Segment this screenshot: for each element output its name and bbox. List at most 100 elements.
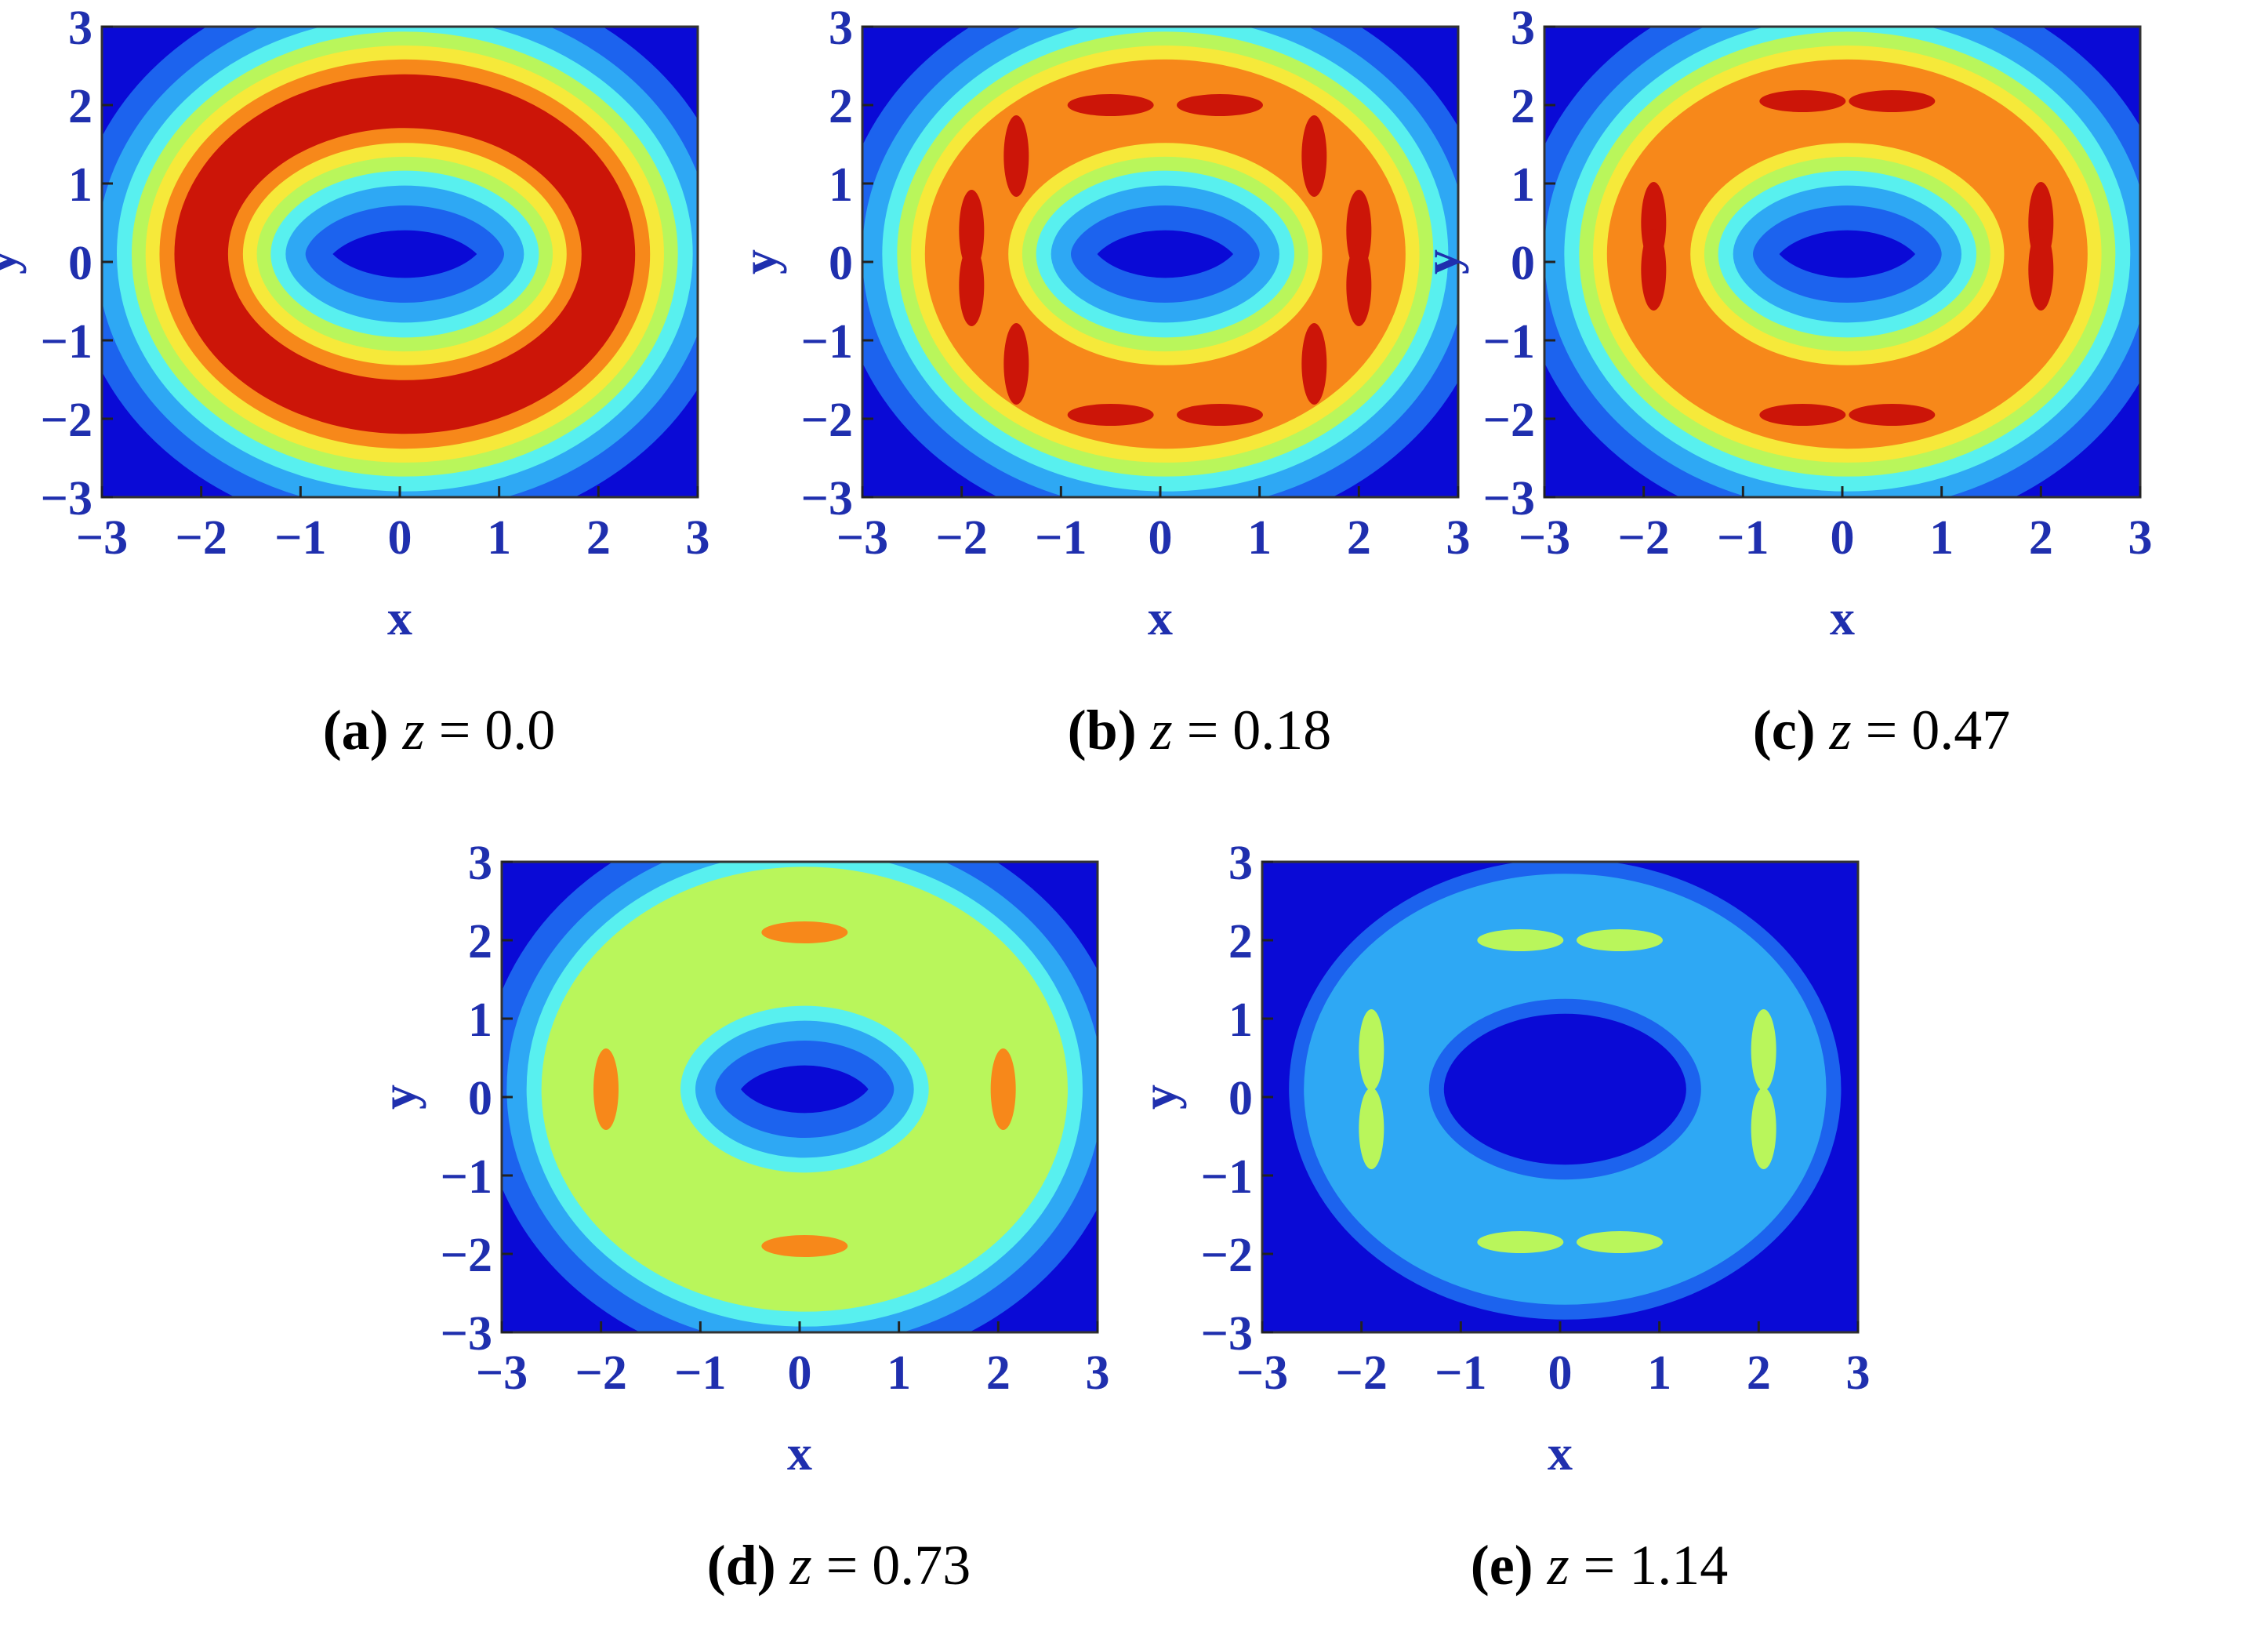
y-tick-label: 1 [1511, 158, 1535, 212]
caption-variable: z [1150, 699, 1173, 761]
x-tick-label: 2 [2029, 511, 2053, 565]
x-tick-label: −2 [175, 511, 227, 565]
hotspot [1477, 1231, 1564, 1253]
caption-variable: z [402, 699, 425, 761]
y-tick-label: −3 [1483, 472, 1535, 525]
heatmap-b: −3 −2 −1 0 1 2 3 3 2 1 0 −1 −2 −3 x y [731, 2, 1471, 645]
axis-ticks: −3 −2 −1 0 1 2 3 3 2 1 0 −1 −2 −3 [441, 837, 1110, 1400]
y-tick-label: −1 [1483, 315, 1535, 369]
y-tick-label: −2 [441, 1229, 492, 1282]
hotspot [1577, 929, 1663, 951]
x-tick-label: −1 [674, 1346, 726, 1400]
x-tick-label: −2 [575, 1346, 626, 1400]
caption-label: (a) [322, 699, 389, 761]
hotspot [1849, 404, 1936, 426]
caption-label: (b) [1067, 699, 1137, 761]
x-tick-label: 1 [487, 511, 511, 565]
x-tick-label: 1 [1929, 511, 1954, 565]
heatmap-a: −3 −2 −1 0 1 2 3 3 2 1 0 −1 −2 −3 x y [0, 2, 710, 645]
y-tick-label: 3 [468, 837, 492, 890]
hotspot [2028, 229, 2054, 311]
x-tick-label: 2 [586, 511, 611, 565]
x-tick-label: 1 [887, 1346, 911, 1400]
y-tick-label: 0 [1511, 237, 1535, 290]
y-tick-label: −3 [1201, 1307, 1253, 1361]
x-tick-label: 0 [788, 1346, 812, 1400]
hotspot [1177, 404, 1263, 426]
y-axis-label: y [731, 249, 787, 274]
caption-c: (c) z = 0.47 [1490, 698, 2268, 763]
y-tick-label: −1 [41, 315, 93, 369]
x-tick-label: −3 [1519, 511, 1570, 565]
x-tick-label: 2 [1347, 511, 1371, 565]
hotspot [1849, 90, 1936, 112]
caption-value: = 0.73 [826, 1534, 971, 1597]
x-tick-label: 3 [1446, 511, 1471, 565]
x-tick-label: −1 [1435, 1346, 1486, 1400]
caption-label: (d) [706, 1534, 776, 1597]
hotspot [1301, 323, 1327, 405]
caption-b: (b) z = 0.18 [807, 698, 1591, 763]
axis-ticks: −3 −2 −1 0 1 2 3 3 2 1 0 −1 −2 −3 [801, 2, 1471, 565]
hotspot [1177, 94, 1263, 116]
hotspot [1751, 1009, 1776, 1091]
subplot-b: −3 −2 −1 0 1 2 3 3 2 1 0 −1 −2 −3 x y (b) z = 0.18 [731, 2, 1591, 800]
y-axis-label: y [1413, 249, 1469, 274]
caption-value: = 0.0 [438, 699, 556, 761]
x-tick-label: −2 [1335, 1346, 1387, 1400]
y-tick-label: 1 [1228, 994, 1253, 1047]
heatmap-e: −3 −2 −1 0 1 2 3 3 2 1 0 −1 −2 −3 x y [1131, 837, 1871, 1481]
caption-label: (c) [1752, 699, 1816, 761]
hotspot [1359, 1088, 1384, 1169]
plot-area [102, 27, 698, 497]
hotspot [1751, 1088, 1776, 1169]
hotspot [1641, 229, 1667, 311]
x-tick-label: −3 [76, 511, 128, 565]
subplot-a: −3 −2 −1 0 1 2 3 3 2 1 0 −1 −2 −3 x y (a) z = 0.0 [0, 2, 831, 800]
y-tick-label: −3 [41, 472, 93, 525]
hotspot [1301, 115, 1327, 197]
axis-ticks: −3 −2 −1 0 1 2 3 3 2 1 0 −1 −2 −3 [41, 2, 710, 565]
y-tick-label: 0 [1228, 1072, 1253, 1125]
x-axis-label: x [387, 590, 412, 645]
x-tick-label: −1 [274, 511, 326, 565]
y-tick-label: −1 [441, 1150, 492, 1204]
x-tick-label: −3 [476, 1346, 528, 1400]
x-tick-label: −3 [1236, 1346, 1288, 1400]
hotspot [1067, 94, 1154, 116]
y-tick-label: 0 [829, 237, 853, 290]
plot-area [1544, 27, 2140, 497]
hotspot [1003, 115, 1029, 197]
x-tick-label: 2 [986, 1346, 1011, 1400]
caption-variable: z [789, 1534, 812, 1597]
hotspot [761, 1235, 848, 1257]
hotspot [1003, 323, 1029, 405]
heatmap-c: −3 −2 −1 0 1 2 3 3 2 1 0 −1 −2 −3 x y [1413, 2, 2153, 645]
y-axis-label: y [1131, 1085, 1187, 1110]
x-axis-label: x [1148, 590, 1173, 645]
hotspot [1067, 404, 1154, 426]
y-tick-label: 3 [68, 2, 93, 55]
caption-label: (e) [1470, 1534, 1533, 1597]
y-tick-label: −2 [801, 394, 853, 447]
axis-ticks: −3 −2 −1 0 1 2 3 3 2 1 0 −1 −2 −3 [1483, 2, 2153, 565]
y-tick-label: 1 [468, 994, 492, 1047]
x-tick-label: −2 [1617, 511, 1669, 565]
caption-e: (e) z = 1.14 [1207, 1533, 1991, 1598]
x-tick-label: 3 [686, 511, 710, 565]
hotspot [990, 1048, 1016, 1130]
hotspot [1346, 245, 1372, 326]
caption-variable: z [1547, 1534, 1569, 1597]
x-tick-label: 3 [1846, 1346, 1871, 1400]
y-tick-label: −2 [1483, 394, 1535, 447]
y-tick-label: −1 [801, 315, 853, 369]
x-tick-label: 1 [1247, 511, 1272, 565]
hotspot [593, 1048, 619, 1130]
y-tick-label: 3 [829, 2, 853, 55]
hotspot [1359, 1009, 1384, 1091]
x-tick-label: 0 [1548, 1346, 1573, 1400]
y-axis-label: y [371, 1085, 426, 1110]
subplot-e: −3 −2 −1 0 1 2 3 3 2 1 0 −1 −2 −3 x y (e) z = 1.14 [1131, 837, 1991, 1635]
contour-level-7 [174, 74, 636, 434]
x-axis-label: x [787, 1425, 812, 1481]
